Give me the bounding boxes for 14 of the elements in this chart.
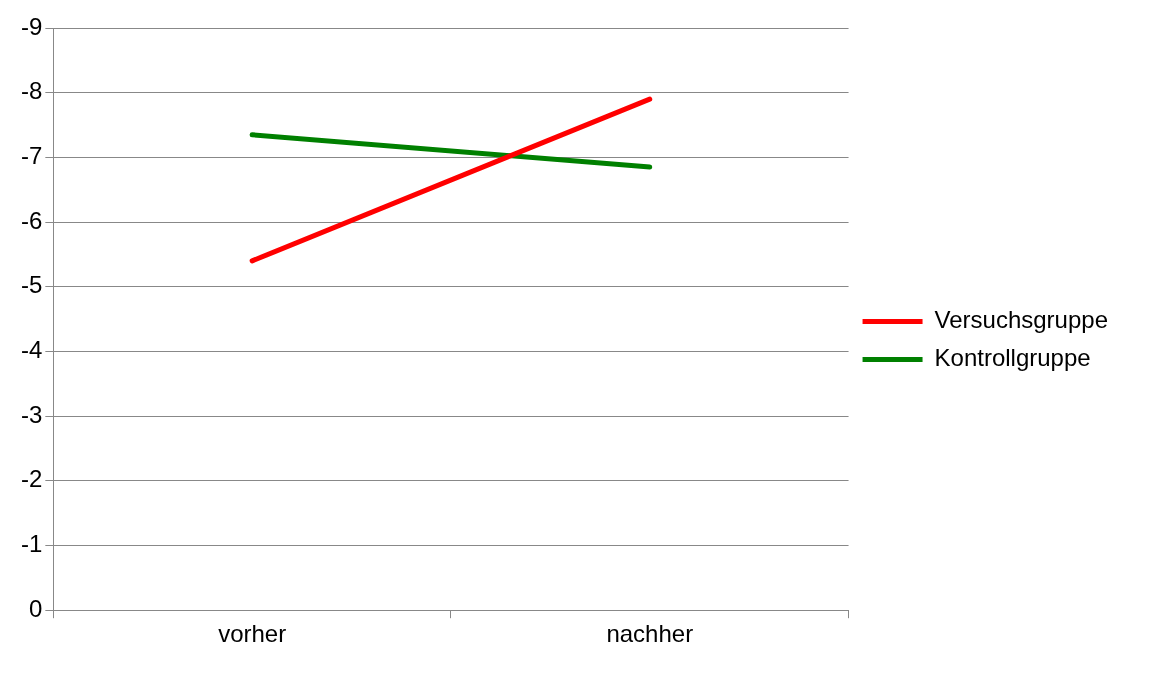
- y-tick-label: -9: [21, 12, 43, 40]
- y-tick-label: -4: [21, 336, 43, 364]
- x-tick-label: nachher: [606, 620, 694, 648]
- y-tick-label: 0: [28, 594, 43, 622]
- y-tick-label: -6: [21, 206, 43, 234]
- y-tick-label: -8: [21, 77, 43, 105]
- y-tick-label: -7: [21, 142, 43, 169]
- y-tick-label: -3: [21, 400, 43, 428]
- x-tick-label: vorher: [218, 620, 287, 648]
- legend-label: Kontrollgruppe: [934, 344, 1091, 372]
- y-tick-label: -5: [21, 271, 43, 299]
- legend-label: Versuchsgruppe: [934, 306, 1108, 334]
- y-tick-label: -1: [21, 530, 43, 558]
- y-tick-label: -2: [21, 465, 43, 493]
